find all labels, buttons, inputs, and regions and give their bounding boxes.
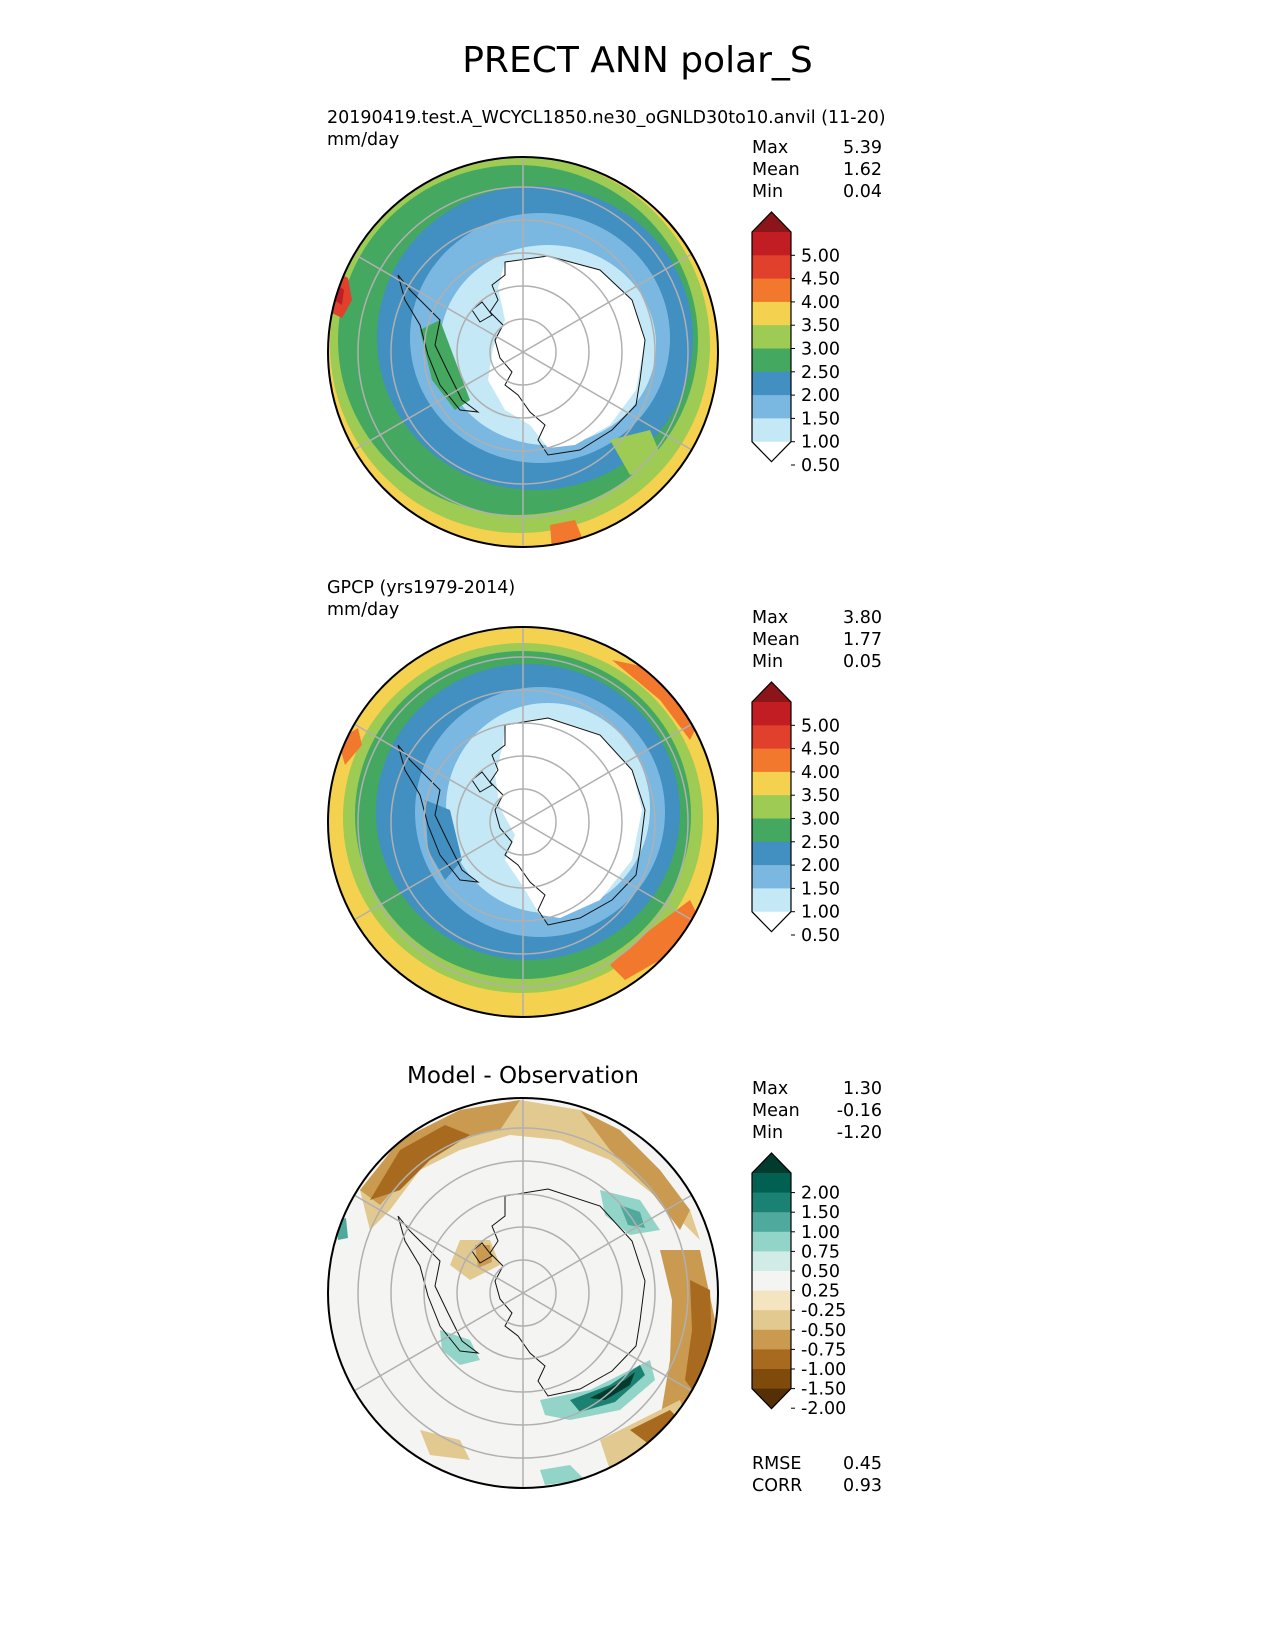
stat-max: Max 5.39 xyxy=(752,138,882,158)
colorbar-tick-label: 0.50 xyxy=(801,926,840,946)
colorbar-swatch xyxy=(752,301,791,326)
colorbar-tick-label: 2.50 xyxy=(801,363,840,383)
colorbars: 5.004.504.003.503.002.502.001.501.000.50… xyxy=(751,211,846,1419)
stat-min: Min -1.20 xyxy=(752,1123,882,1143)
stat-min: Min 0.05 xyxy=(752,652,882,672)
colorbar-swatch xyxy=(752,841,791,866)
colorbar-swatch xyxy=(752,1251,791,1272)
colorbar-tick-label: 2.00 xyxy=(801,1184,840,1204)
panel-1-units: mm/day xyxy=(327,130,400,150)
panel-1-stats: Max 5.39 Mean 1.62 Min 0.04 xyxy=(752,137,882,203)
colorbar-tick-label: -0.75 xyxy=(801,1340,846,1360)
panel-2-coastline xyxy=(397,717,646,926)
colorbar-tick-label: 0.50 xyxy=(801,1262,840,1282)
colorbar-tick-label: -1.00 xyxy=(801,1360,846,1380)
colorbar-swatch xyxy=(752,1290,791,1311)
colorbar-tick-label: 4.00 xyxy=(801,293,840,313)
colorbar-swatch xyxy=(752,1212,791,1233)
colorbar-swatch xyxy=(752,725,791,750)
panel-3-metrics: RMSE 0.45 CORR 0.93 xyxy=(752,1453,882,1497)
panel-2-units: mm/day xyxy=(327,600,400,620)
stat-corr: CORR 0.93 xyxy=(752,1476,882,1496)
colorbar-extension-bottom xyxy=(752,1388,791,1409)
figure-title: PRECT ANN polar_S xyxy=(462,40,813,81)
colorbar-swatch xyxy=(752,325,791,349)
stat-min: Min 0.04 xyxy=(752,182,882,202)
colorbar-tick-label: -0.25 xyxy=(801,1301,846,1321)
colorbar-extension-top xyxy=(752,212,791,232)
colorbar-swatch xyxy=(752,702,791,726)
colorbar-swatch xyxy=(752,795,791,819)
colorbar-tick-label: 0.50 xyxy=(801,456,840,476)
colorbar-swatch xyxy=(752,771,791,796)
colorbar-tick-label: 2.50 xyxy=(801,833,840,853)
stat-max: Max 1.30 xyxy=(752,1079,882,1099)
colorbar-swatch xyxy=(752,1349,791,1370)
colorbar-tick-label: 5.00 xyxy=(801,246,840,266)
stat-rmse: RMSE 0.45 xyxy=(752,1454,882,1474)
colorbar-tick-label: 2.00 xyxy=(801,856,840,876)
colorbar-tick-label: -0.50 xyxy=(801,1321,846,1341)
colorbar-swatch xyxy=(752,232,791,256)
panel-1-coastline xyxy=(397,255,646,456)
colorbar-tick-label: 3.00 xyxy=(801,340,840,360)
panel-2-label: GPCP (yrs1979-2014) xyxy=(327,578,516,598)
colorbar-tick-label: 3.00 xyxy=(801,810,840,830)
colorbar-tick-label: 4.50 xyxy=(801,270,840,290)
colorbar-swatch xyxy=(752,278,791,303)
colorbar-swatch xyxy=(752,748,791,773)
panel-1-label: 20190419.test.A_WCYCL1850.ne30_oGNLD30to… xyxy=(327,108,886,128)
colorbar-tick-label: 1.00 xyxy=(801,1223,840,1243)
colorbar-swatch xyxy=(752,1271,791,1292)
panel-3-graticule xyxy=(353,1098,693,1488)
colorbar-tick-label: 3.50 xyxy=(801,316,840,336)
colorbar-tick-label: 1.00 xyxy=(801,433,840,453)
colorbar-extension-top xyxy=(752,682,791,702)
colorbar-tick-label: 0.75 xyxy=(801,1242,840,1262)
colorbar-swatch xyxy=(752,348,791,373)
colorbar-swatch xyxy=(752,1329,791,1350)
stat-mean: Mean 1.77 xyxy=(752,630,882,650)
colorbar-extension-bottom xyxy=(752,441,791,462)
panel-3-coastline xyxy=(397,1188,646,1397)
panel-1-graticule xyxy=(353,157,693,547)
colorbar-swatch xyxy=(752,1192,791,1213)
stat-mean: Mean 1.62 xyxy=(752,160,882,180)
panel-2-graticule xyxy=(353,627,693,1017)
panel-3-colorbar: 2.001.501.000.750.500.25-0.25-0.50-0.75-… xyxy=(751,1152,846,1419)
colorbar-tick-label: 0.25 xyxy=(801,1282,840,1302)
colorbar-swatch xyxy=(752,1231,791,1252)
colorbar-tick-label: 1.50 xyxy=(801,879,840,899)
colorbar-swatch xyxy=(752,418,791,443)
colorbar-tick-label: 1.50 xyxy=(801,409,840,429)
colorbar-swatch xyxy=(752,371,791,396)
colorbar-extension-bottom xyxy=(752,911,791,932)
colorbar-tick-label: -1.50 xyxy=(801,1380,846,1400)
colorbar-tick-label: 4.50 xyxy=(801,740,840,760)
colorbar-tick-label: -2.00 xyxy=(801,1399,846,1419)
panel-2-colorbar: 5.00 4.50 4.00 3.50 3.00 2.50 2.00 1.50 1.00 0.50 xyxy=(751,681,840,946)
panel-3-stats: Max 1.30 Mean -0.16 Min -1.20 xyxy=(752,1078,882,1144)
colorbar-tick-label: 4.00 xyxy=(801,763,840,783)
panel-1-colorbar: 5.00 4.50 4.00 3.50 3.00 2.50 2.00 1.50 1.00 0.50 xyxy=(751,211,840,476)
stat-max: Max 3.80 xyxy=(752,608,882,628)
colorbar-tick-label: 2.00 xyxy=(801,386,840,406)
panel-2-stats: Max 3.80 Mean 1.77 Min 0.05 xyxy=(752,607,882,673)
colorbar-tick-label: 1.50 xyxy=(801,1203,840,1223)
colorbar-swatch xyxy=(752,888,791,913)
colorbar-tick-label: 1.00 xyxy=(801,903,840,923)
colorbar-tick-label: 3.50 xyxy=(801,786,840,806)
colorbar-swatch xyxy=(752,818,791,843)
colorbar-swatch xyxy=(752,1369,791,1390)
colorbar-extension-top xyxy=(752,1153,791,1173)
colorbar-swatch xyxy=(752,1173,791,1194)
colorbar-swatch xyxy=(752,865,791,889)
colorbar-tick-label: 5.00 xyxy=(801,716,840,736)
colorbar-swatch xyxy=(752,255,791,280)
colorbar-swatch xyxy=(752,395,791,419)
stat-mean: Mean -0.16 xyxy=(752,1101,882,1121)
colorbar-swatch xyxy=(752,1310,791,1331)
panel-3-title: Model - Observation xyxy=(406,1063,640,1089)
